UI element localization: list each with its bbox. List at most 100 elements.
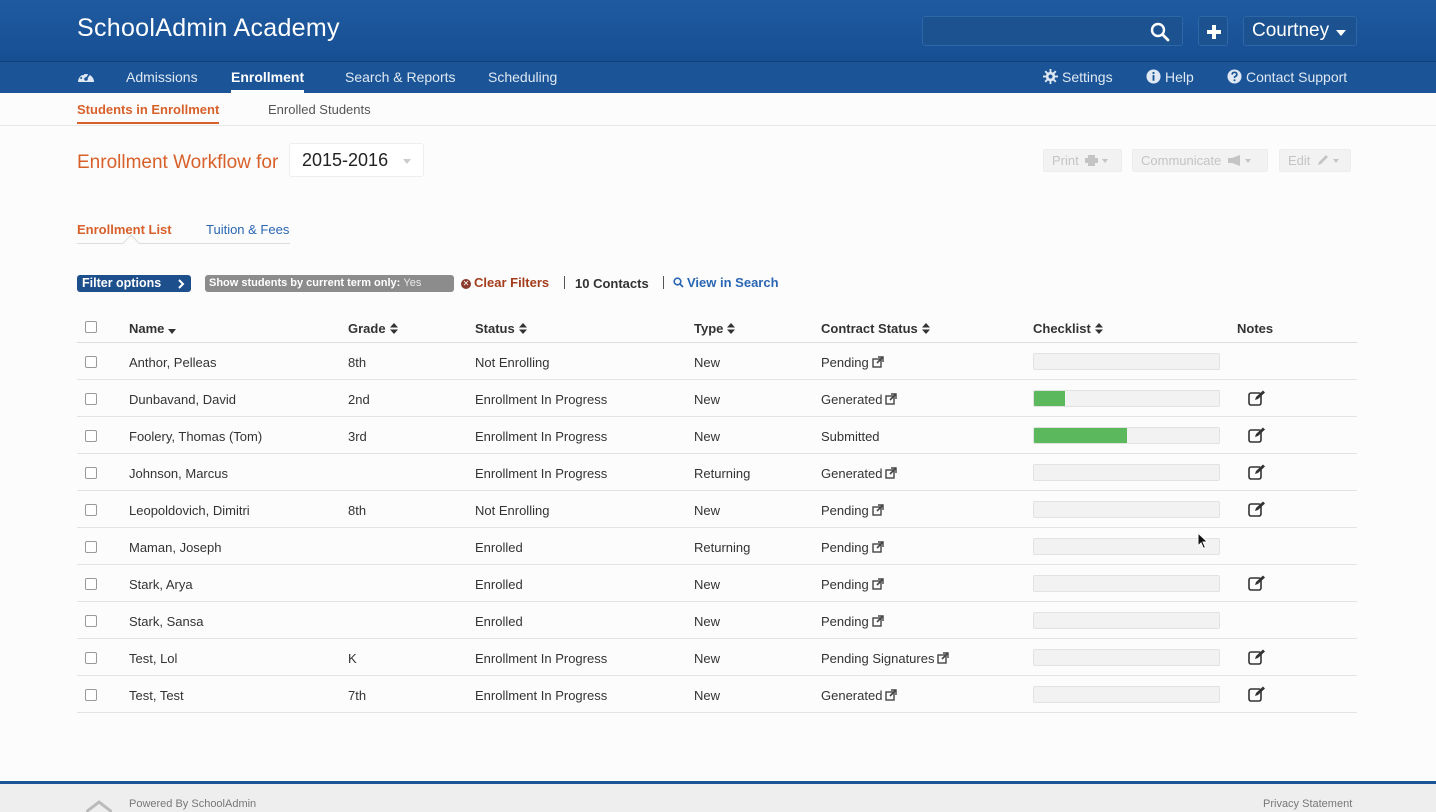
- table-row[interactable]: Stark, Arya Enrolled New Pending: [77, 565, 1357, 602]
- contract-status[interactable]: Pending: [821, 355, 884, 370]
- table-row[interactable]: Dunbavand, David 2nd Enrollment In Progres…: [77, 380, 1357, 417]
- checklist-progress[interactable]: [1033, 575, 1220, 592]
- student-name[interactable]: Test, Test: [129, 688, 184, 703]
- view-in-search-link[interactable]: View in Search: [673, 275, 779, 290]
- nav-admissions[interactable]: Admissions: [126, 69, 198, 85]
- external-link-icon: [937, 652, 950, 664]
- enrollment-table: Name Grade Status Type Contract Status C…: [77, 312, 1357, 713]
- row-checkbox[interactable]: [85, 393, 97, 405]
- contract-status[interactable]: Generated: [821, 688, 898, 703]
- table-row[interactable]: Test, Lol K Enrollment In Progress New Pendi…: [77, 639, 1357, 676]
- contract-status[interactable]: Pending: [821, 503, 884, 518]
- add-button[interactable]: [1198, 16, 1228, 46]
- table-row[interactable]: Anthor, Pelleas 8th Not Enrolling New Pendin…: [77, 343, 1357, 380]
- user-menu-button[interactable]: Courtney: [1243, 16, 1357, 46]
- checklist-progress[interactable]: [1033, 464, 1220, 481]
- row-checkbox[interactable]: [85, 356, 97, 368]
- checklist-progress[interactable]: [1033, 612, 1220, 629]
- global-search[interactable]: [922, 16, 1183, 46]
- checklist-progress[interactable]: [1033, 686, 1220, 703]
- nav-search-reports[interactable]: Search & Reports: [345, 69, 456, 85]
- year-select[interactable]: 2015-2016: [289, 143, 424, 177]
- col-checklist[interactable]: Checklist: [1033, 321, 1103, 336]
- table-row[interactable]: Leopoldovich, Dimitri 8th Not Enrolling New…: [77, 491, 1357, 528]
- table-row[interactable]: Test, Test 7th Enrollment In Progress New Ge…: [77, 676, 1357, 713]
- edit-note-icon: [1248, 649, 1265, 665]
- contract-status[interactable]: Pending: [821, 614, 884, 629]
- student-name[interactable]: Dunbavand, David: [129, 392, 236, 407]
- notes-button[interactable]: [1248, 575, 1266, 596]
- checklist-progress[interactable]: [1033, 501, 1220, 518]
- contract-status[interactable]: Pending: [821, 577, 884, 592]
- table-row[interactable]: Maman, Joseph Enrolled Returning Pending: [77, 528, 1357, 565]
- term-filter-badge[interactable]: Show students by current term only: Yes: [205, 275, 454, 292]
- communicate-button[interactable]: Communicate: [1132, 149, 1268, 172]
- external-link-icon: [885, 689, 898, 701]
- privacy-statement-link[interactable]: Privacy Statement: [1263, 798, 1353, 810]
- nav-enrollment[interactable]: Enrollment: [231, 62, 305, 93]
- nav-help[interactable]: Help: [1146, 62, 1194, 93]
- student-name[interactable]: Johnson, Marcus: [129, 466, 228, 481]
- subtab-enrolled-students[interactable]: Enrolled Students: [268, 102, 371, 117]
- table-row[interactable]: Foolery, Thomas (Tom) 3rd Enrollment In Pr…: [77, 417, 1357, 454]
- notes-button[interactable]: [1248, 501, 1266, 522]
- clear-filters-button[interactable]: ✕ Clear Filters: [461, 275, 549, 290]
- checklist-progress[interactable]: [1033, 538, 1220, 555]
- row-checkbox[interactable]: [85, 504, 97, 516]
- notes-button[interactable]: [1248, 686, 1266, 707]
- row-checkbox[interactable]: [85, 578, 97, 590]
- contract-status[interactable]: Pending: [821, 540, 884, 555]
- row-checkbox[interactable]: [85, 689, 97, 701]
- filter-options-button[interactable]: Filter options: [77, 275, 191, 292]
- search-input[interactable]: [923, 17, 1143, 45]
- checklist-progress[interactable]: [1033, 390, 1220, 407]
- checklist-progress[interactable]: [1033, 353, 1220, 370]
- tab-enrollment-list[interactable]: Enrollment List: [77, 222, 172, 237]
- term-filter-label: Show students by current term only:: [209, 277, 401, 289]
- row-checkbox[interactable]: [85, 652, 97, 664]
- notes-button[interactable]: [1248, 649, 1266, 670]
- student-name[interactable]: Leopoldovich, Dimitri: [129, 503, 250, 518]
- col-name[interactable]: Name: [129, 321, 177, 336]
- app-title[interactable]: SchoolAdmin Academy: [77, 14, 340, 42]
- col-status[interactable]: Status: [475, 321, 527, 336]
- student-name[interactable]: Maman, Joseph: [129, 540, 222, 555]
- subtab-students-in-enrollment[interactable]: Students in Enrollment: [77, 102, 220, 124]
- nav-contact-support[interactable]: Contact Support: [1227, 62, 1347, 93]
- edit-button[interactable]: Edit: [1279, 149, 1351, 172]
- checklist-progress[interactable]: [1033, 427, 1220, 444]
- row-checkbox[interactable]: [85, 430, 97, 442]
- edit-note-icon: [1248, 390, 1265, 406]
- notes-button[interactable]: [1248, 390, 1266, 411]
- contract-status[interactable]: Generated: [821, 466, 898, 481]
- dashboard-icon[interactable]: [77, 69, 95, 85]
- student-name[interactable]: Stark, Sansa: [129, 614, 204, 629]
- print-button[interactable]: Print: [1043, 149, 1122, 172]
- row-checkbox[interactable]: [85, 467, 97, 479]
- notes-button[interactable]: [1248, 427, 1266, 448]
- notes-button[interactable]: [1248, 464, 1266, 485]
- student-name[interactable]: Anthor, Pelleas: [129, 355, 217, 370]
- student-name[interactable]: Foolery, Thomas (Tom): [129, 429, 263, 444]
- contract-status[interactable]: Pending Signatures: [821, 651, 950, 666]
- row-checkbox[interactable]: [85, 541, 97, 553]
- select-all-checkbox[interactable]: [85, 321, 97, 333]
- student-name[interactable]: Stark, Arya: [129, 577, 193, 592]
- contract-status[interactable]: Generated: [821, 392, 898, 407]
- tab-tuition-fees[interactable]: Tuition & Fees: [206, 222, 290, 237]
- nav-settings[interactable]: Settings: [1043, 62, 1113, 93]
- nav-scheduling[interactable]: Scheduling: [488, 69, 558, 85]
- external-link-icon: [872, 356, 884, 368]
- checklist-progress[interactable]: [1033, 649, 1220, 666]
- col-grade[interactable]: Grade: [348, 321, 398, 336]
- student-name[interactable]: Test, Lol: [129, 651, 178, 666]
- search-icon[interactable]: [1150, 22, 1170, 42]
- row-checkbox[interactable]: [85, 615, 97, 627]
- col-contract-status[interactable]: Contract Status: [821, 321, 930, 336]
- col-type[interactable]: Type: [694, 321, 736, 336]
- table-row[interactable]: Stark, Sansa Enrolled New Pending: [77, 602, 1357, 639]
- caret-down-icon: [1101, 159, 1108, 163]
- powered-by: Powered By SchoolAdmin: [129, 798, 257, 810]
- col-checklist-label: Checklist: [1033, 321, 1091, 336]
- table-row[interactable]: Johnson, Marcus Enrollment In Progress Ret…: [77, 454, 1357, 491]
